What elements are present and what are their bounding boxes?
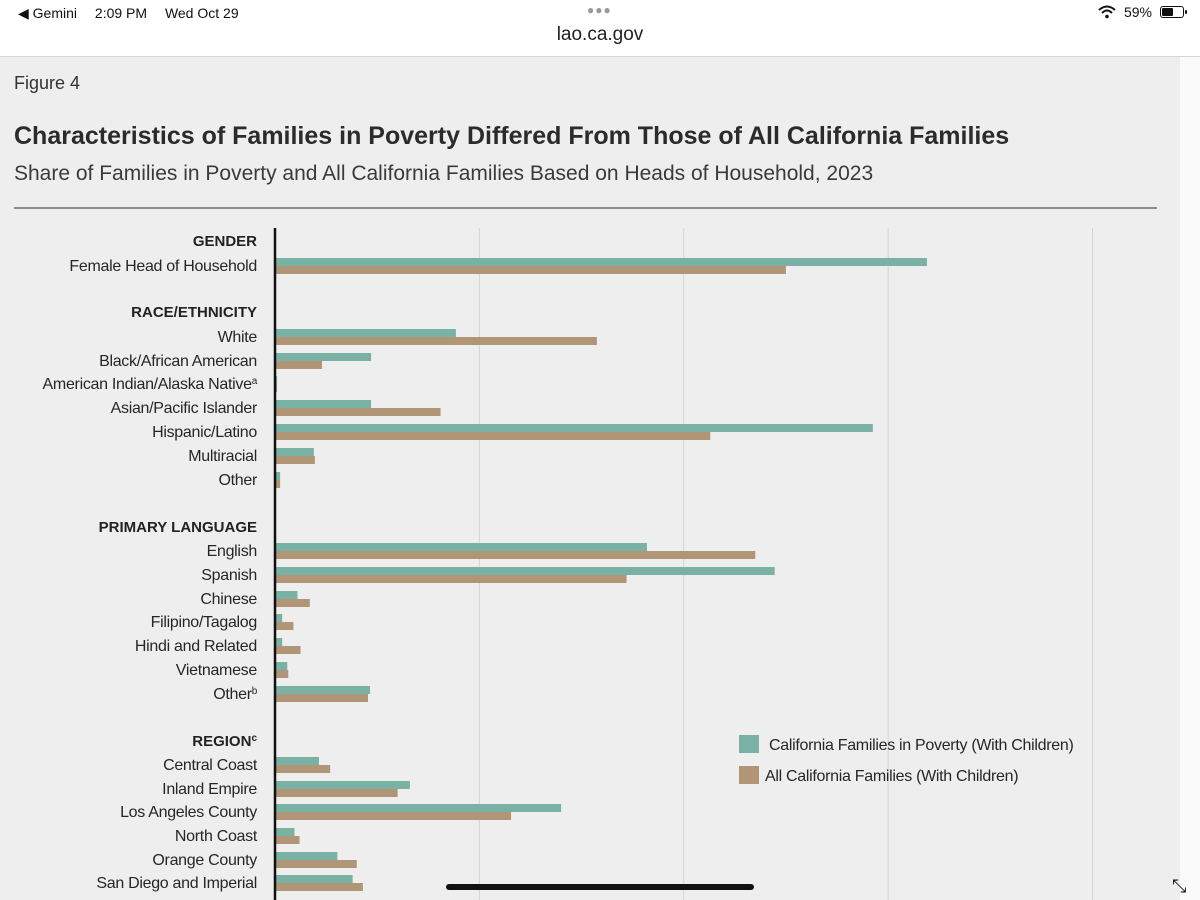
bar-poverty (275, 614, 283, 622)
bar-poverty (275, 638, 283, 646)
chart-subtitle: Share of Families in Poverty and All Cal… (14, 162, 874, 185)
chart-title: Characteristics of Families in Poverty D… (14, 122, 1010, 150)
wifi-icon (1098, 5, 1116, 19)
bar-poverty (275, 852, 338, 860)
legend-label: All California Families (With Children) (765, 768, 1018, 785)
legend-swatch (739, 766, 759, 784)
bar-all-families (275, 812, 512, 820)
bar-all-families (275, 408, 441, 416)
bar-all-families (275, 765, 331, 773)
document-page (0, 57, 1180, 900)
page-edge (1180, 57, 1200, 900)
category-label: Otherb (213, 686, 258, 704)
status-time: 2:09 PM (94, 5, 148, 21)
status-right: 59% (1098, 4, 1187, 20)
bar-poverty (275, 875, 353, 883)
bar-poverty (275, 591, 298, 599)
category-label: Female Head of Household (69, 258, 257, 275)
bar-poverty (275, 804, 562, 812)
group-header: PRIMARY LANGUAGE (99, 519, 257, 536)
legend-label: California Families in Poverty (With Chi… (769, 737, 1074, 754)
category-label: Orange County (152, 852, 257, 869)
category-label: North Coast (175, 828, 258, 845)
back-to-app-link[interactable]: ◀ Gemini (18, 5, 78, 21)
bar-all-families (275, 789, 398, 797)
category-label: Chinese (200, 591, 257, 608)
footnote-marker: a (252, 376, 258, 387)
bar-all-families (275, 337, 597, 345)
group-header: RACE/ETHNICITY (131, 304, 257, 321)
figure-label: Figure 4 (14, 73, 81, 93)
home-indicator[interactable] (446, 884, 754, 890)
bar-all-families (275, 361, 323, 369)
bar-all-families (275, 836, 300, 844)
bar-poverty (275, 424, 873, 432)
bar-poverty (275, 543, 647, 551)
bar-all-families (275, 622, 294, 630)
bar-poverty (275, 448, 314, 456)
legend-swatch (739, 735, 759, 753)
bar-poverty (275, 329, 456, 337)
category-label: White (218, 329, 258, 346)
bar-all-families (275, 456, 315, 464)
footnote-marker: c (251, 733, 257, 744)
category-label: Central Coast (163, 757, 258, 774)
group-header: REGIONc (192, 733, 257, 751)
bar-all-families (275, 860, 357, 868)
multitasking-dots-icon[interactable]: ●●● (587, 3, 612, 17)
status-date: Wed Oct 29 (164, 5, 239, 21)
bar-poverty (275, 567, 775, 575)
footnote-marker: b (252, 686, 258, 697)
bar-all-families (275, 432, 711, 440)
bar-poverty (275, 662, 288, 670)
bar-poverty (275, 353, 372, 361)
category-label: English (207, 543, 257, 560)
category-label: Inland Empire (162, 781, 257, 798)
category-label: American Indian/Alaska Nativea (43, 376, 258, 394)
bar-poverty (275, 258, 927, 266)
bar-poverty (275, 757, 319, 765)
category-label: Asian/Pacific Islander (111, 400, 258, 417)
category-label: Spanish (201, 567, 257, 584)
battery-percent: 59% (1123, 4, 1152, 20)
bar-poverty (275, 781, 410, 789)
category-label: Multiracial (188, 448, 257, 465)
category-label: Hispanic/Latino (152, 424, 257, 441)
category-label: Vietnamese (176, 662, 258, 679)
url-bar[interactable]: lao.ca.gov (556, 24, 644, 45)
bar-all-families (275, 646, 301, 654)
bar-all-families (275, 551, 756, 559)
bar-poverty (275, 686, 371, 694)
bar-all-families (275, 575, 627, 583)
bar-all-families (275, 670, 289, 678)
group-header: GENDER (193, 233, 257, 250)
title-rule (14, 207, 1157, 209)
bar-all-families (275, 883, 363, 891)
battery-level (1162, 8, 1174, 16)
category-label: Filipino/Tagalog (151, 614, 257, 631)
toolbar-divider (0, 56, 1200, 57)
resize-handle-icon[interactable]: ⤡ (1172, 876, 1187, 896)
category-label: Other (218, 472, 257, 489)
bar-all-families (275, 266, 786, 274)
bar-poverty (275, 472, 281, 480)
category-label: San Diego and Imperial (96, 875, 257, 892)
bar-all-families (275, 480, 281, 488)
bar-poverty (275, 828, 295, 836)
battery-icon (1160, 6, 1187, 18)
bar-all-families (275, 694, 368, 702)
bar-all-families (275, 599, 310, 607)
status-left: ◀ Gemini 2:09 PM Wed Oct 29 (18, 5, 253, 22)
status-bar: ◀ Gemini 2:09 PM Wed Oct 29 ●●● 59% (0, 0, 1200, 26)
bar-poverty (275, 400, 372, 408)
category-label: Hindi and Related (135, 638, 257, 655)
category-label: Los Angeles County (120, 804, 257, 821)
category-label: Black/African American (99, 353, 257, 370)
